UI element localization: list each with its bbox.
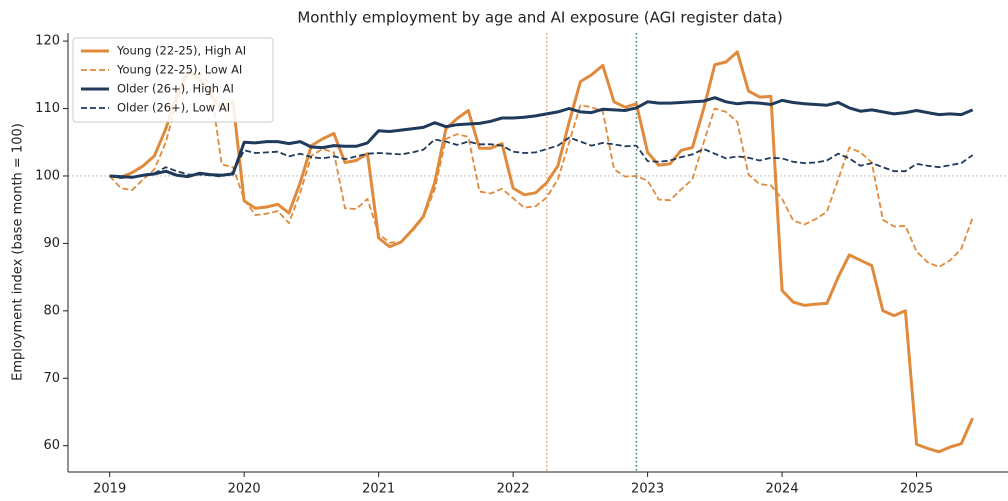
- y-tick-label: 70: [43, 371, 60, 386]
- x-tick-label: 2025: [900, 482, 933, 497]
- series-line: [109, 136, 974, 179]
- y-tick-label: 110: [35, 101, 60, 116]
- legend-label: Older (26+), High AI: [117, 82, 234, 96]
- y-tick-label: 80: [43, 303, 60, 318]
- legend-box: [72, 37, 274, 123]
- series-line: [109, 71, 974, 268]
- y-tick-label: 120: [35, 34, 60, 49]
- series-line: [109, 96, 974, 179]
- series-line: [109, 50, 974, 454]
- x-tick-label: 2020: [228, 482, 261, 497]
- legend-label: Young (22-25), Low AI: [116, 63, 242, 77]
- y-tick-label: 60: [43, 438, 60, 453]
- legend-label: Older (26+), Low AI: [117, 101, 230, 115]
- y-axis-label: Employment index (base month = 100): [11, 123, 26, 381]
- x-tick-label: 2019: [93, 482, 126, 497]
- legend-label: Young (22-25), High AI: [116, 44, 246, 58]
- legend: Young (22-25), High AI Young (22-25), Low…: [72, 37, 274, 123]
- y-tick-label: 90: [43, 236, 60, 251]
- x-tick-label: 2022: [497, 482, 530, 497]
- x-tick-label: 2021: [362, 482, 395, 497]
- y-tick-label: 100: [35, 168, 60, 183]
- chart-title: Monthly employment by age and AI exposur…: [297, 9, 782, 27]
- x-tick-label: 2024: [766, 482, 799, 497]
- x-tick-label: 2023: [631, 482, 664, 497]
